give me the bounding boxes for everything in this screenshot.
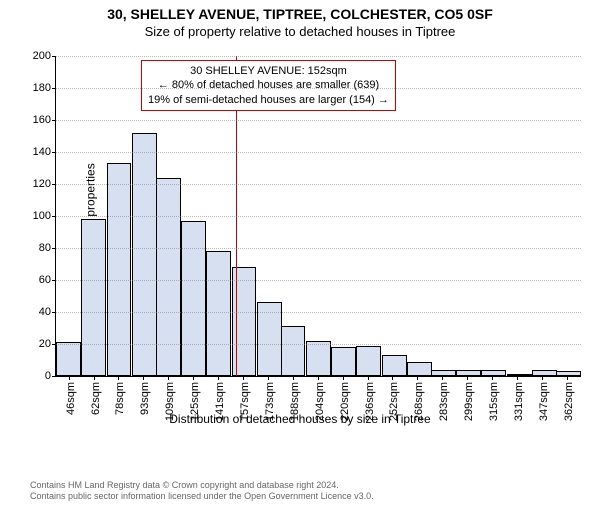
histogram-bar — [481, 370, 506, 376]
y-tick-mark — [52, 152, 56, 153]
histogram-bar — [356, 346, 381, 376]
x-tick-mark — [392, 376, 393, 380]
histogram-bar — [281, 326, 306, 376]
x-tick-mark — [318, 376, 319, 380]
y-tick-label: 140 — [26, 146, 51, 158]
x-tick-mark — [343, 376, 344, 380]
histogram-bar — [382, 355, 407, 376]
x-tick-mark — [243, 376, 244, 380]
footer-line2: Contains public sector information licen… — [30, 491, 374, 502]
grid-line — [56, 184, 581, 185]
footer-line1: Contains HM Land Registry data © Crown c… — [30, 480, 374, 491]
y-tick-label: 120 — [26, 178, 51, 190]
x-tick-mark — [118, 376, 119, 380]
grid-line — [56, 152, 581, 153]
x-tick-mark — [143, 376, 144, 380]
title-main: 30, SHELLEY AVENUE, TIPTREE, COLCHESTER,… — [0, 6, 600, 22]
y-tick-mark — [52, 376, 56, 377]
y-tick-label: 180 — [26, 82, 51, 94]
chart-container: 30, SHELLEY AVENUE, TIPTREE, COLCHESTER,… — [0, 6, 600, 506]
grid-line — [56, 88, 581, 89]
histogram-bar — [132, 133, 157, 376]
histogram-bar — [206, 251, 231, 376]
histogram-bar — [257, 302, 282, 376]
x-tick-label: 62sqm — [90, 382, 102, 415]
histogram-bar — [56, 342, 81, 376]
histogram-bar — [232, 267, 257, 376]
histogram-bar — [156, 178, 181, 376]
x-tick-label: 93sqm — [139, 382, 151, 415]
x-tick-label: 46sqm — [65, 382, 77, 415]
y-tick-label: 60 — [26, 274, 51, 286]
y-tick-mark — [52, 280, 56, 281]
grid-line — [56, 248, 581, 249]
y-tick-mark — [52, 184, 56, 185]
y-tick-mark — [52, 248, 56, 249]
x-tick-mark — [442, 376, 443, 380]
x-tick-mark — [542, 376, 543, 380]
grid-line — [56, 216, 581, 217]
grid-line — [56, 120, 581, 121]
x-tick-mark — [168, 376, 169, 380]
x-tick-mark — [268, 376, 269, 380]
annot-line1: 30 SHELLEY AVENUE: 152sqm — [148, 64, 389, 78]
grid-line — [56, 344, 581, 345]
x-tick-mark — [69, 376, 70, 380]
annot-line2: ← 80% of detached houses are smaller (63… — [148, 78, 389, 92]
x-tick-mark — [218, 376, 219, 380]
y-tick-mark — [52, 344, 56, 345]
x-tick-mark — [517, 376, 518, 380]
x-tick-mark — [368, 376, 369, 380]
histogram-bar — [181, 221, 206, 376]
x-axis-label: Distribution of detached houses by size … — [0, 412, 600, 426]
grid-line — [56, 312, 581, 313]
grid-line — [56, 56, 581, 57]
x-tick-mark — [94, 376, 95, 380]
histogram-bar — [331, 347, 356, 376]
plot-area: 30 SHELLEY AVENUE: 152sqm ← 80% of detac… — [55, 56, 581, 377]
x-tick-mark — [417, 376, 418, 380]
y-tick-label: 100 — [26, 210, 51, 222]
y-tick-mark — [52, 88, 56, 89]
histogram-bar — [306, 341, 331, 376]
y-tick-mark — [52, 56, 56, 57]
histogram-bar — [407, 362, 432, 376]
annotation-box: 30 SHELLEY AVENUE: 152sqm ← 80% of detac… — [141, 60, 396, 111]
histogram-bar — [507, 374, 532, 376]
histogram-bar — [456, 370, 481, 376]
y-tick-mark — [52, 312, 56, 313]
x-tick-mark — [567, 376, 568, 380]
footer-attribution: Contains HM Land Registry data © Crown c… — [30, 480, 374, 502]
x-tick-mark — [492, 376, 493, 380]
histogram-bar — [532, 370, 557, 376]
y-tick-mark — [52, 120, 56, 121]
histogram-bar — [81, 219, 106, 376]
grid-line — [56, 280, 581, 281]
chart-wrap: Number of detached properties 30 SHELLEY… — [0, 46, 600, 446]
y-tick-label: 80 — [26, 242, 51, 254]
y-tick-mark — [52, 216, 56, 217]
histogram-bar — [556, 371, 581, 376]
y-tick-label: 20 — [26, 338, 51, 350]
y-tick-label: 40 — [26, 306, 51, 318]
x-tick-mark — [293, 376, 294, 380]
y-tick-label: 200 — [26, 50, 51, 62]
x-tick-mark — [467, 376, 468, 380]
y-tick-label: 160 — [26, 114, 51, 126]
x-tick-label: 78sqm — [114, 382, 126, 415]
y-tick-label: 0 — [26, 370, 51, 382]
title-sub: Size of property relative to detached ho… — [0, 24, 600, 39]
x-tick-mark — [193, 376, 194, 380]
annot-line3: 19% of semi-detached houses are larger (… — [148, 93, 389, 107]
